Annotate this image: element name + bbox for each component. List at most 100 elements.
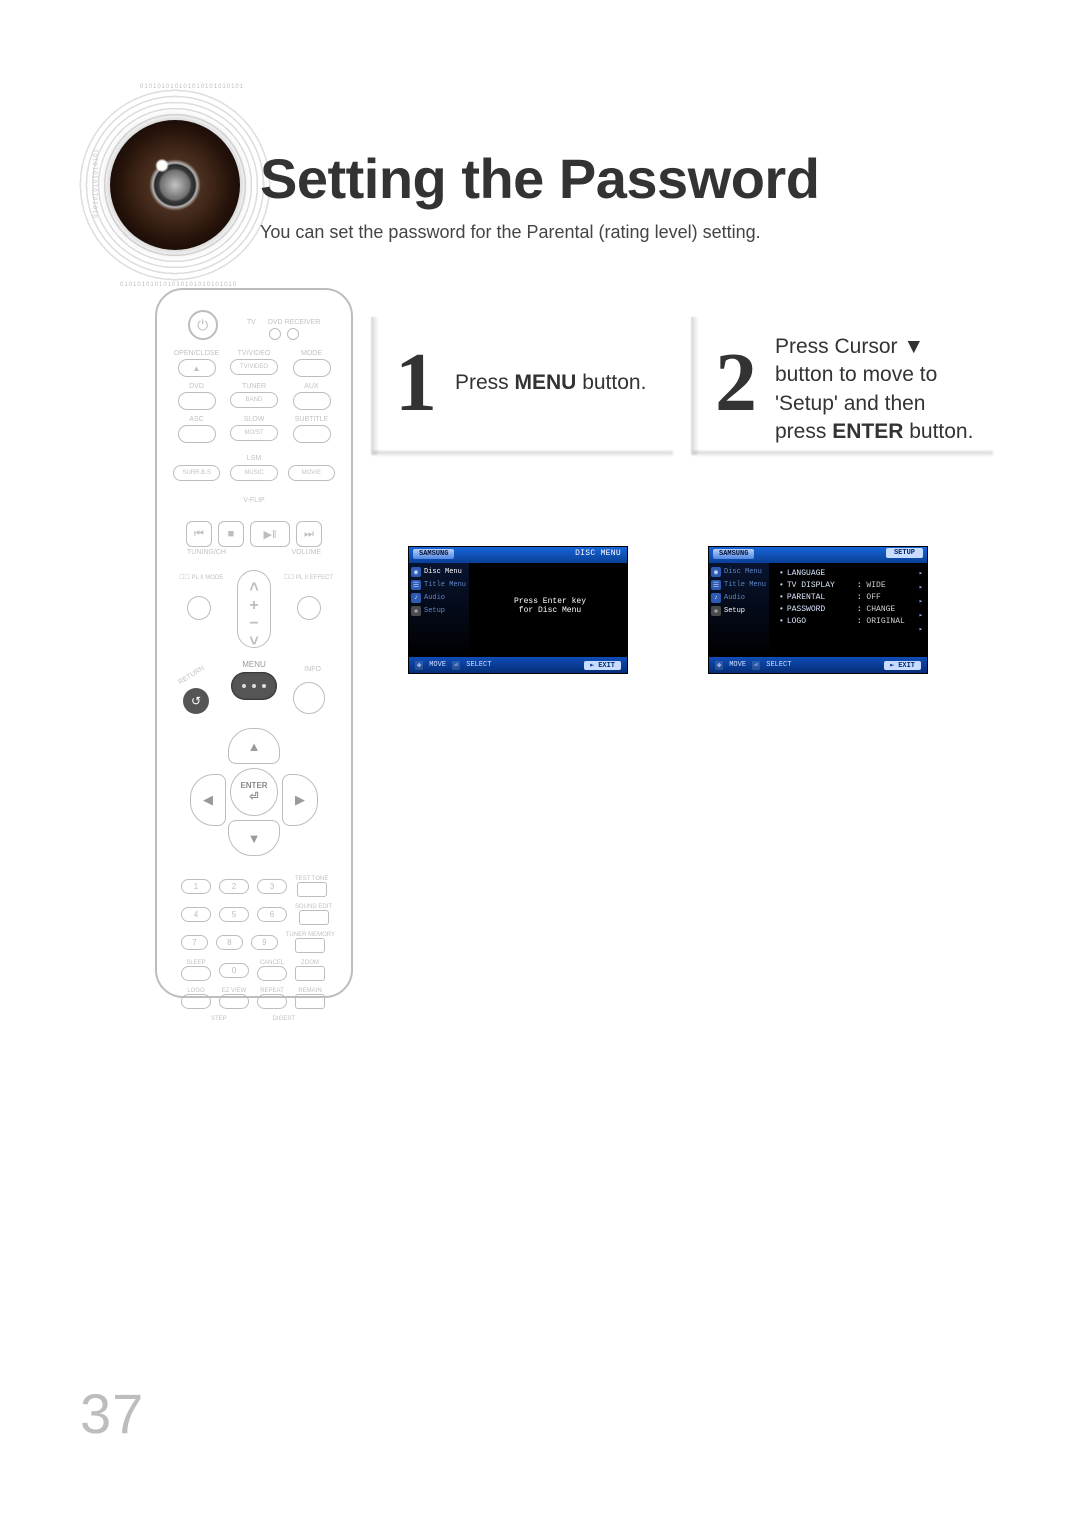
label: LSM <box>247 455 261 462</box>
osd-key: LOGO <box>787 617 857 626</box>
osd-side: ◉Disc Menu ☰Title Menu ♪Audio ✲Setup <box>709 563 769 657</box>
title-icon: ☰ <box>711 580 721 590</box>
dpad-down: ▼ <box>228 820 280 856</box>
step-text: Press MENU button. <box>455 369 663 397</box>
zoom-button <box>295 966 325 981</box>
key-6: 6 <box>257 907 287 922</box>
audio-icon: ♪ <box>411 593 421 603</box>
footer-label: SELECT <box>466 661 491 669</box>
stop-button: ■ <box>218 521 244 547</box>
next-button: ⏭ <box>296 521 322 547</box>
key-7: 7 <box>181 935 208 950</box>
nav-icon: ✥ <box>415 661 423 670</box>
osd-item: Audio <box>724 594 745 602</box>
label: AUX <box>304 383 318 390</box>
music-button: MUSIC <box>230 465 277 481</box>
osd-header: SAMSUNG DISC MENU <box>409 547 627 563</box>
key-1: 1 <box>181 879 211 894</box>
osd-val: ORIGINAL <box>866 617 904 626</box>
label: TV/VIDEO <box>238 350 271 357</box>
surrbs-button: SURR.B.S <box>173 465 220 481</box>
led <box>287 328 299 340</box>
page-number: 37 <box>80 1381 144 1446</box>
osd-footer: ✥ MOVE ⏎ SELECT ⇤ EXIT <box>409 657 627 673</box>
mode-button <box>293 359 331 377</box>
label: TUNING/CH <box>187 549 226 556</box>
info-button <box>293 682 325 714</box>
osd-val: WIDE <box>866 581 885 590</box>
cancel-button <box>257 966 287 981</box>
dpad-left: ◀ <box>190 774 226 826</box>
label: SUBTITLE <box>295 416 328 423</box>
osd-header: SAMSUNG SETUP <box>709 547 927 563</box>
most-button: MO/ST <box>230 425 278 441</box>
dpad-right: ▶ <box>282 774 318 826</box>
enter-button: ENTER⏎ <box>230 768 278 816</box>
open-close-button: ▲ <box>178 359 216 377</box>
osd-key: LANGUAGE <box>787 569 857 578</box>
label: DIGEST <box>273 1016 295 1022</box>
osd-item: Disc Menu <box>424 568 462 576</box>
disc-icon: ◉ <box>411 567 421 577</box>
exit-chip: ⇤ EXIT <box>584 661 621 670</box>
manual-page: 010101010101010101010101 010101010101010… <box>0 0 1080 1528</box>
led <box>269 328 281 340</box>
osd-item: Audio <box>424 594 445 602</box>
logo-button <box>181 994 211 1009</box>
osd-row: SAMSUNG DISC MENU ◉Disc Menu ☰Title Menu… <box>408 546 928 674</box>
tvvideo-button: TV/VIDEO <box>230 359 278 375</box>
speaker-cone <box>110 120 240 250</box>
footer-label: SELECT <box>766 661 791 669</box>
osd-title: DISC MENU <box>575 549 621 558</box>
step-number: 1 <box>395 349 437 416</box>
label: DVD <box>189 383 204 390</box>
page-title: Setting the Password <box>260 146 819 211</box>
osd-key: PASSWORD <box>787 605 857 614</box>
binary-text: 010101010101010101010101 <box>140 84 244 90</box>
gear-icon: ✲ <box>411 606 421 616</box>
label: TUNER <box>242 383 266 390</box>
speaker-graphic: 010101010101010101010101 010101010101010… <box>80 90 270 280</box>
label: ☐☐ PL II EFFECT <box>283 574 333 581</box>
osd-main: •LANGUAGE▸ •TV DISPLAY: WIDE▸ •PARENTAL:… <box>769 563 927 657</box>
osd-brand: SAMSUNG <box>413 549 454 559</box>
label: SLOW <box>244 416 265 423</box>
sleep-button <box>181 966 211 981</box>
volume-rocker: ˄+−˅ <box>237 570 271 648</box>
label: ASC <box>189 416 203 423</box>
movie-button: MOVIE <box>288 465 335 481</box>
pl-mode-button <box>187 596 211 620</box>
osd-item: Title Menu <box>424 581 466 589</box>
enter-icon: ⏎ <box>452 661 460 670</box>
enter-icon: ⏎ <box>752 661 760 670</box>
label: ☐☐ PL II MODE <box>179 574 223 581</box>
label: RETURN <box>177 665 205 686</box>
osd-line: for Disc Menu <box>479 606 621 615</box>
osd-item: Title Menu <box>724 581 766 589</box>
key-2: 2 <box>219 879 249 894</box>
osd-item: Setup <box>724 607 745 615</box>
step-1: 1 Press MENU button. <box>372 316 674 456</box>
osd-brand: SAMSUNG <box>713 549 754 559</box>
osd-side: ◉Disc Menu ☰Title Menu ♪Audio ✲Setup <box>409 563 469 657</box>
osd-item: Disc Menu <box>724 568 762 576</box>
ezview-button <box>219 994 249 1009</box>
osd-setup: SAMSUNG SETUP ◉Disc Menu ☰Title Menu ♪Au… <box>708 546 928 674</box>
label: MODE <box>301 350 322 357</box>
nav-icon: ✥ <box>715 661 723 670</box>
soundedit-button <box>299 910 329 925</box>
subtitle-button <box>293 425 331 443</box>
repeat-button <box>257 994 287 1009</box>
footer-label: MOVE <box>429 661 446 669</box>
label: OPEN/CLOSE <box>174 350 220 357</box>
step-text: Press Cursor ▼ button to move to 'Setup'… <box>775 333 983 446</box>
osd-item: Setup <box>424 607 445 615</box>
key-4: 4 <box>181 907 211 922</box>
play-pause-button: ▶‖ <box>250 521 290 547</box>
footer-label: MOVE <box>729 661 746 669</box>
step-2: 2 Press Cursor ▼ button to move to 'Setu… <box>692 316 994 456</box>
key-5: 5 <box>219 907 249 922</box>
step-number: 2 <box>715 349 757 416</box>
gear-icon: ✲ <box>711 606 721 616</box>
key-3: 3 <box>257 879 287 894</box>
